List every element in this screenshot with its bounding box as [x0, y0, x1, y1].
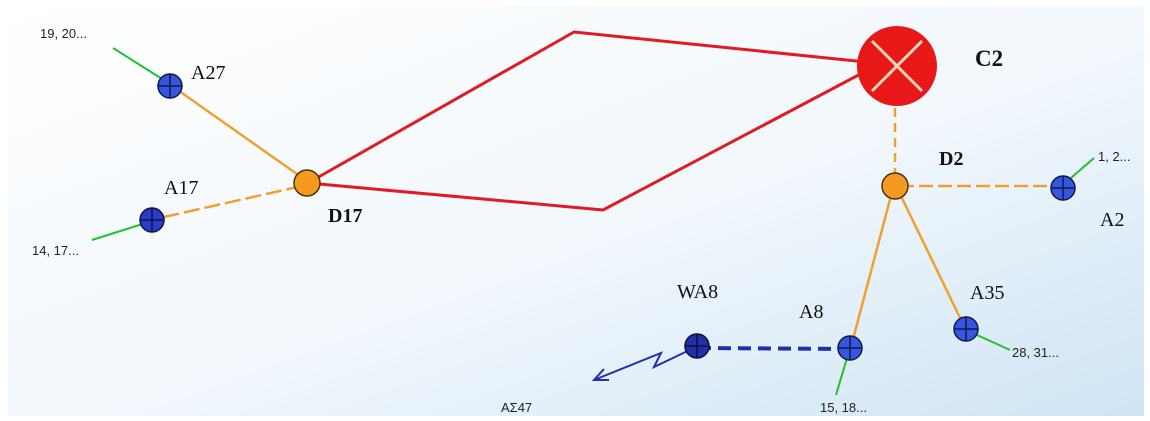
source-node-c2[interactable]	[857, 26, 937, 106]
node-label-c2: C2	[975, 46, 1003, 71]
node-label-a35: A35	[970, 282, 1004, 304]
external-label: ΑΣ47	[501, 400, 532, 415]
endpoint-label-a2: 1, 2...	[1098, 149, 1131, 164]
branch-line-d17-a17[interactable]	[154, 184, 303, 221]
link-line-wa8-a8[interactable]	[697, 346, 851, 351]
trunk-lines	[307, 30, 869, 212]
end-node-wa8[interactable]	[684, 333, 710, 359]
trunk-line-lower[interactable]	[307, 68, 869, 212]
node-label-wa8: WA8	[677, 281, 718, 303]
hub-node-d17[interactable]	[293, 169, 321, 197]
node-label-a27: A27	[191, 62, 225, 84]
end-node-a35[interactable]	[953, 316, 979, 342]
node-label-a2: A2	[1100, 209, 1124, 231]
branch-line-d17-a27[interactable]	[171, 84, 305, 181]
node-label-d2: D2	[939, 148, 963, 170]
branch-line-d2-a8[interactable]	[850, 191, 894, 344]
branch-lines	[154, 84, 1058, 344]
diagram-background	[8, 6, 1144, 416]
endpoint-label-a27: 19, 20...	[40, 26, 87, 41]
endpoint-label-a35: 28, 31...	[1012, 345, 1059, 360]
node-label-a8: A8	[799, 301, 823, 323]
end-node-a2[interactable]	[1050, 175, 1076, 201]
endpoint-label-a17: 14, 17...	[32, 243, 79, 258]
endpoint-label-a8: 15, 18...	[820, 400, 867, 415]
end-node-a17[interactable]	[139, 207, 165, 233]
lightning-arrow-icon	[591, 346, 697, 381]
end-node-a27[interactable]	[157, 73, 183, 99]
node-label-a17: A17	[164, 177, 198, 199]
hub-node-d2[interactable]	[881, 172, 909, 200]
node-label-d17: D17	[328, 205, 362, 227]
end-node-a8[interactable]	[837, 335, 863, 361]
branch-line-d2-a35[interactable]	[897, 191, 966, 327]
trunk-line-upper[interactable]	[307, 30, 867, 185]
